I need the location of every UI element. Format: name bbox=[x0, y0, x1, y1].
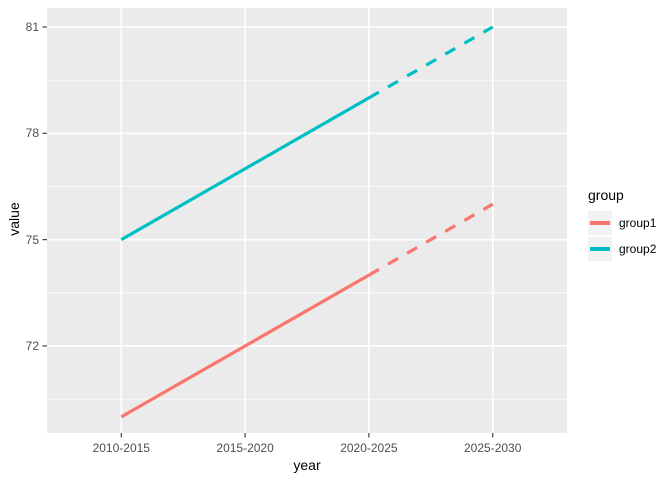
x-tick-label: 2010-2015 bbox=[92, 441, 150, 455]
y-tick-label: 81 bbox=[25, 20, 39, 34]
legend: group group1 group2 bbox=[588, 187, 656, 263]
legend-title: group bbox=[588, 187, 624, 203]
y-tick-label: 72 bbox=[25, 338, 39, 353]
series-line-dashed-group1 bbox=[368, 202, 494, 277]
x-axis-title: year bbox=[293, 457, 321, 473]
x-tick-label: 2025-2030 bbox=[464, 441, 522, 455]
legend-item-label: group2 bbox=[619, 242, 657, 256]
y-tick-label: 75 bbox=[25, 232, 39, 247]
legend-items: group1 group2 bbox=[588, 211, 656, 261]
y-tick-label: 78 bbox=[25, 126, 39, 141]
x-tick-label: 2020-2025 bbox=[340, 441, 398, 455]
panel-background bbox=[47, 8, 567, 433]
legend-key bbox=[588, 237, 612, 261]
legend-key-line bbox=[590, 247, 610, 251]
legend-key-line bbox=[590, 221, 610, 225]
x-tick-label: 2015-2020 bbox=[216, 441, 274, 455]
legend-key bbox=[588, 211, 612, 235]
legend-item-group1: group1 bbox=[588, 211, 656, 235]
series-line-dashed-group2 bbox=[368, 25, 494, 100]
series-line-solid-group1 bbox=[120, 273, 370, 419]
series-line-solid-group2 bbox=[120, 96, 370, 242]
legend-item-label: group1 bbox=[619, 216, 657, 230]
legend-item-group2: group2 bbox=[588, 237, 656, 261]
